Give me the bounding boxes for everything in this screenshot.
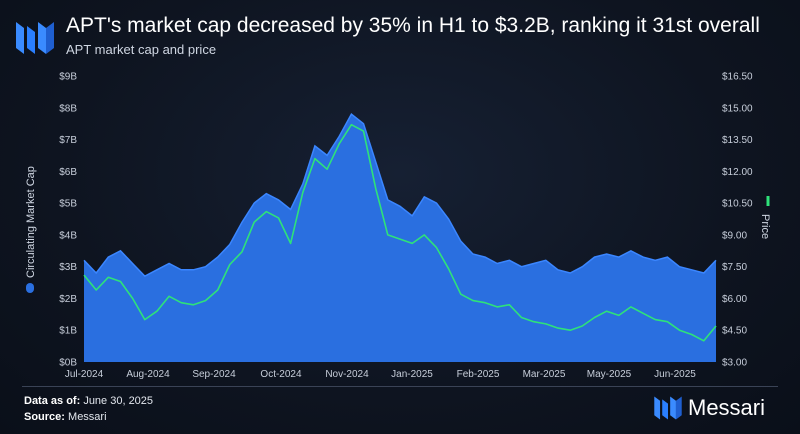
data-as-of: Data as of: June 30, 2025 (24, 395, 153, 407)
y-right-tick-label: $16.50 (722, 72, 753, 83)
chart-subtitle: APT market cap and price (66, 42, 217, 57)
market-cap-legend-icon (26, 283, 34, 293)
y-left-tick-label: $0B (59, 358, 77, 369)
y-right-tick-label: $4.50 (722, 326, 747, 337)
chart-plot: $0B $1B $2B $3B $4B $5B $6B $7B $8B $9B $3.00 $4.5… (25, 72, 771, 381)
y-right-tick-label: $9.00 (722, 230, 747, 241)
y-right-tick-label: $6.00 (722, 294, 747, 305)
y-right-tick-label: $12.00 (722, 167, 753, 178)
x-tick-label: Sep-2024 (192, 369, 236, 380)
x-tick-label: Nov-2024 (325, 369, 369, 380)
y-right-tick-label: $3.00 (722, 358, 747, 369)
x-tick-label: Jul-2024 (65, 369, 104, 380)
y-right-tick-label: $10.50 (722, 199, 753, 210)
y-left-tick-label: $7B (59, 135, 77, 146)
chart-title: APT's market cap decreased by 35% in H1 … (66, 14, 760, 37)
messari-logo-icon (16, 22, 54, 54)
y-right-tick-label: $7.50 (722, 262, 747, 273)
y-right-tick-label: $13.50 (722, 135, 753, 146)
x-tick-label: Mar-2025 (523, 369, 566, 380)
data-as-of-label: Data as of: (24, 395, 81, 407)
market-cap-line (83, 112, 717, 278)
x-tick-label: Feb-2025 (457, 369, 500, 380)
source-label: Source: (24, 411, 65, 423)
x-tick-label: May-2025 (587, 369, 632, 380)
left-axis-legend: Circulating Market Cap (25, 166, 37, 293)
x-tick-label: Oct-2024 (260, 369, 302, 380)
y-left-tick-label: $5B (59, 199, 77, 210)
y-left-tick-label: $4B (59, 230, 77, 241)
x-tick-label: Aug-2024 (126, 369, 170, 380)
y-left-tick-label: $1B (59, 326, 77, 337)
y-left-tick-label: $3B (59, 262, 77, 273)
footer-divider (22, 386, 778, 387)
source-value: Messari (68, 411, 107, 423)
brand-name: Messari (688, 395, 766, 420)
data-as-of-value: June 30, 2025 (83, 395, 154, 407)
brand: Messari (654, 395, 765, 421)
y-left-tick-label: $8B (59, 103, 77, 114)
market-cap-area (84, 114, 716, 362)
source: Source: Messari (24, 411, 107, 423)
y-left-tick-label: $2B (59, 294, 77, 305)
x-tick-label: Jan-2025 (391, 369, 433, 380)
messari-brand-icon (654, 396, 682, 420)
y-right-axis-title: Price (759, 214, 771, 239)
right-axis-legend: Price (759, 196, 771, 239)
y-left-axis-title: Circulating Market Cap (25, 166, 37, 278)
y-left-tick-label: $9B (59, 72, 77, 83)
y-left-tick-label: $6B (59, 167, 77, 178)
x-tick-label: Jun-2025 (654, 369, 696, 380)
y-right-tick-label: $15.00 (722, 103, 753, 114)
price-line (83, 123, 717, 342)
